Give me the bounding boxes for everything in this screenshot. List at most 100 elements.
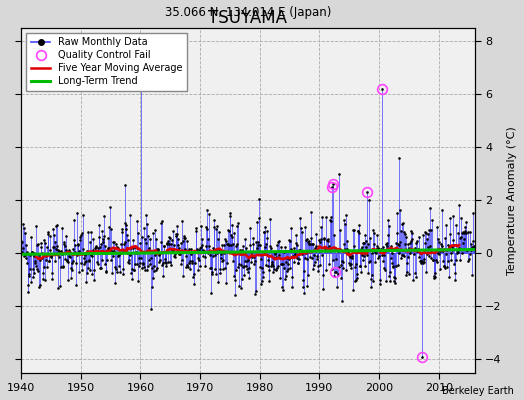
Point [37, 240, 45, 246]
Point [268, 261, 276, 267]
Point [469, 210, 477, 216]
Point [154, 247, 162, 253]
Point [165, 234, 173, 240]
Point [258, 269, 267, 276]
Point [51, 238, 59, 245]
Point [392, 210, 401, 216]
Point [294, 260, 302, 266]
Point [322, 214, 331, 221]
Point [209, 253, 217, 260]
Point [225, 242, 234, 248]
Point [60, 241, 69, 248]
Point [126, 252, 134, 258]
Point [157, 239, 165, 245]
Point [340, 216, 348, 223]
Point [335, 264, 344, 270]
Point [160, 258, 169, 265]
Point [458, 240, 467, 246]
Point [276, 274, 284, 281]
Point [361, 262, 369, 269]
Point [260, 229, 268, 235]
Point [463, 246, 471, 253]
Point [104, 234, 112, 241]
Point [353, 271, 361, 278]
Point [271, 254, 280, 261]
Point [167, 262, 175, 268]
Point [181, 246, 189, 252]
Point [36, 256, 45, 263]
Point [17, 238, 25, 244]
Point [56, 250, 64, 256]
Point [82, 270, 91, 276]
Point [242, 245, 250, 252]
Point [417, 260, 425, 266]
Point [25, 252, 34, 258]
Point [122, 222, 130, 228]
Point [315, 237, 324, 243]
Point [339, 265, 347, 272]
Point [171, 254, 179, 260]
Point [429, 257, 438, 263]
Point [424, 230, 432, 237]
Point [69, 258, 77, 264]
Point [423, 236, 432, 242]
Point [53, 222, 61, 228]
Point [180, 235, 189, 241]
Point [409, 247, 417, 254]
Point [266, 243, 274, 249]
Point [164, 238, 172, 244]
Point [361, 232, 369, 238]
Point [222, 238, 231, 244]
Point [29, 253, 38, 259]
Point [366, 276, 375, 282]
Point [151, 267, 160, 273]
Point [172, 231, 180, 238]
Point [278, 287, 287, 294]
Point [66, 254, 74, 260]
Point [66, 249, 74, 255]
Point [209, 245, 217, 252]
Point [320, 236, 328, 242]
Point [414, 248, 422, 255]
Point [241, 236, 249, 243]
Point [34, 241, 42, 247]
Point [278, 284, 286, 290]
Point [434, 250, 442, 256]
Point [287, 246, 295, 252]
Point [446, 250, 455, 256]
Point [347, 265, 355, 272]
Point [111, 279, 119, 286]
Point [220, 242, 228, 248]
Point [431, 274, 439, 280]
Point [191, 225, 200, 231]
Point [43, 264, 51, 270]
Point [234, 264, 243, 270]
Point [398, 221, 407, 228]
Point [322, 267, 330, 274]
Point [232, 243, 241, 250]
Point [152, 236, 160, 242]
Point [150, 252, 159, 258]
Point [112, 266, 120, 273]
Point [72, 260, 81, 266]
Point [451, 276, 459, 283]
Point [45, 258, 53, 264]
Point [102, 269, 110, 276]
Point [308, 241, 316, 248]
Point [388, 250, 396, 256]
Point [270, 265, 278, 272]
Point [354, 228, 362, 234]
Point [400, 229, 408, 236]
Point [312, 243, 320, 249]
Point [215, 248, 223, 254]
Point [159, 260, 168, 266]
Point [364, 240, 373, 247]
Point [64, 277, 72, 284]
Point [172, 231, 181, 237]
Point [140, 225, 149, 231]
Point [263, 228, 271, 234]
Point [194, 256, 203, 263]
Point [453, 250, 461, 257]
Point [284, 261, 292, 268]
Point [203, 207, 211, 213]
